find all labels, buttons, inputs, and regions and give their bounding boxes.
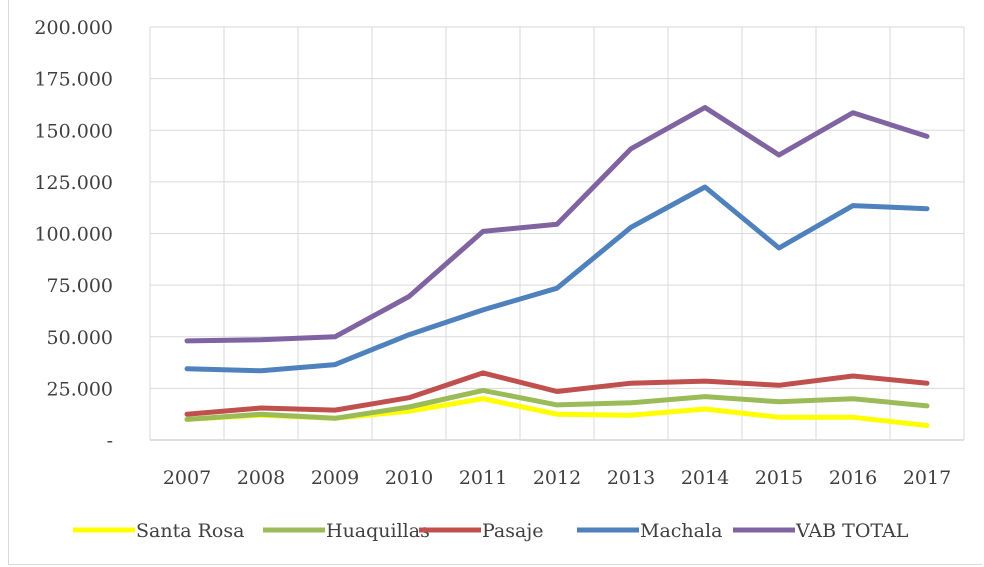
- legend: Santa Rosa Huaquillas Pasaje Machala VAB TOT…: [73, 520, 909, 542]
- x-tick-label: 2012: [533, 467, 581, 489]
- y-tick-label: 150.000: [34, 120, 113, 142]
- x-tick-label: 2007: [163, 467, 211, 489]
- x-tick-label: 2017: [903, 467, 951, 489]
- y-tick-label: 175.000: [34, 69, 113, 91]
- gridlines: [149, 26, 965, 441]
- x-tick-label: 2008: [237, 467, 285, 489]
- legend-item: Huaquillas: [263, 520, 430, 542]
- chart-frame: [8, 0, 982, 565]
- legend-item: Pasaje: [419, 520, 543, 542]
- x-axis-ticks: 2007 2008 2009 2010 2011 2012 2013 2014 2015 2016…: [163, 467, 951, 489]
- series-lines: [184, 105, 930, 428]
- legend-label: Huaquillas: [326, 520, 430, 542]
- x-tick-label: 2011: [459, 467, 507, 489]
- legend-item: Santa Rosa: [73, 520, 244, 542]
- x-tick-label: 2013: [607, 467, 655, 489]
- x-tick-label: 2010: [385, 467, 433, 489]
- legend-item: Machala: [577, 520, 722, 542]
- y-tick-label: 25.000: [47, 378, 113, 400]
- x-tick-label: 2009: [311, 467, 359, 489]
- legend-label: Pasaje: [482, 520, 543, 542]
- legend-item: VAB TOTAL: [733, 520, 909, 542]
- y-tick-label: 100.000: [34, 224, 113, 246]
- y-tick-label: 125.000: [34, 172, 113, 194]
- y-tick-label: 50.000: [47, 327, 113, 349]
- series-line-vab-total: [184, 105, 930, 344]
- series-line-pasaje: [184, 370, 930, 417]
- legend-label: Machala: [640, 520, 722, 542]
- series-line-huaquillas: [184, 387, 930, 422]
- legend-label: Santa Rosa: [136, 520, 244, 542]
- y-axis-ticks: - 25.000 50.000 75.000 100.000 125.000 150.000…: [34, 17, 113, 452]
- y-tick-label: 75.000: [47, 275, 113, 297]
- y-tick-label: -: [107, 430, 113, 452]
- y-tick-label: 200.000: [34, 17, 113, 39]
- x-tick-label: 2016: [829, 467, 877, 489]
- legend-label: VAB TOTAL: [795, 520, 909, 542]
- x-tick-label: 2014: [681, 467, 729, 489]
- x-tick-label: 2015: [755, 467, 803, 489]
- series-line-machala: [184, 184, 930, 374]
